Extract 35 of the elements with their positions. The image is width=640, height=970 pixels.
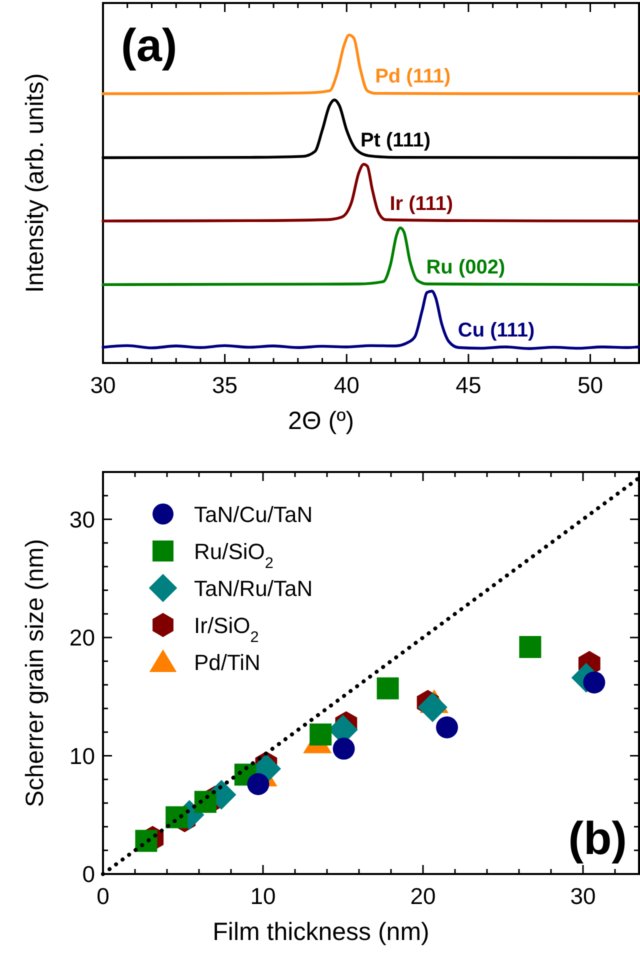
y-axis-title: Scherrer grain size (nm) <box>21 538 49 808</box>
y-tick-label: 30 <box>69 506 95 532</box>
x-tick-label: 35 <box>212 372 238 398</box>
series-label: Pd (111) <box>375 66 451 88</box>
x-tick-label: 50 <box>577 372 604 398</box>
x-tick-label: 30 <box>90 372 116 398</box>
series-label: Ru (002) <box>426 256 506 279</box>
legend-label: Ru/SiO$_{2}$ <box>194 539 274 572</box>
y-tick-label: 20 <box>69 624 95 651</box>
legend-label: TaN/Ru/TaN <box>194 576 313 601</box>
point <box>247 773 270 796</box>
point <box>310 723 332 746</box>
point <box>135 830 158 852</box>
series-label: Cu (111) <box>458 319 535 342</box>
annotation: (a) <box>121 19 178 71</box>
x-tick-label: 20 <box>410 883 436 909</box>
x-axis-title: Film thickness (nm) <box>212 918 430 946</box>
series-label: Pt (111) <box>360 130 430 152</box>
y-tick-label: 0 <box>82 861 95 887</box>
series-label: Ir (111) <box>390 192 454 215</box>
y-axis-title: Intensity (arb. units) <box>21 73 49 293</box>
annotation: (b) <box>568 812 627 864</box>
legend-label: TaN/Cu/TaN <box>194 502 313 527</box>
point <box>376 677 399 700</box>
x-tick-label: 45 <box>456 372 482 398</box>
y-tick-label: 10 <box>69 742 95 769</box>
x-tick-label: 30 <box>570 883 596 909</box>
legend-label: Ir/SiO$_{2}$ <box>194 613 259 646</box>
x-axis-title: 2Θ (º) <box>288 407 354 435</box>
x-tick-label: 40 <box>334 372 360 398</box>
point <box>332 738 355 760</box>
point <box>436 716 458 738</box>
legend-label: Pd/TiN <box>194 650 260 675</box>
point <box>519 636 542 658</box>
x-tick-label: 10 <box>250 883 276 909</box>
